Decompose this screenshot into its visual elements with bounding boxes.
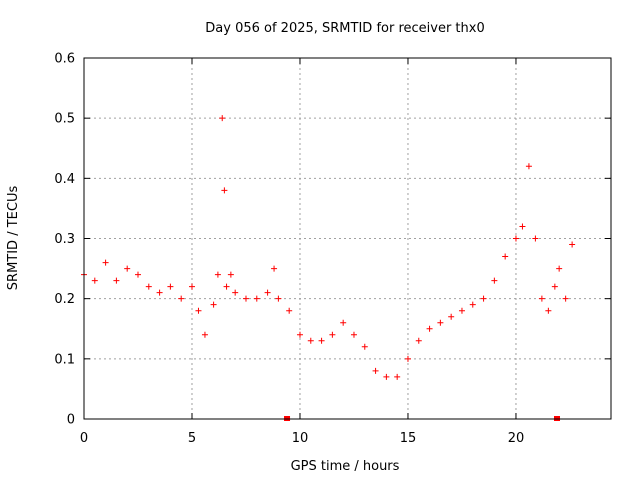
data-point xyxy=(525,163,532,170)
y-tick-label: 0 xyxy=(67,413,75,428)
y-tick-label: 0.4 xyxy=(54,172,75,187)
x-tick-label: 10 xyxy=(292,431,309,446)
data-point xyxy=(242,295,249,302)
data-point xyxy=(569,241,576,248)
data-point xyxy=(502,253,509,260)
data-point xyxy=(532,235,539,242)
data-point xyxy=(480,295,487,302)
data-point xyxy=(426,325,433,332)
chart-title: Day 056 of 2025, SRMTID for receiver thx… xyxy=(205,21,484,36)
data-point xyxy=(350,331,357,338)
data-point xyxy=(372,367,379,374)
data-point xyxy=(253,295,260,302)
data-point xyxy=(178,295,185,302)
data-point xyxy=(214,271,221,278)
data-point xyxy=(448,313,455,320)
y-axis-label: SRMTID / TECUs xyxy=(6,186,21,291)
data-point xyxy=(221,187,228,194)
x-tick-label: 5 xyxy=(188,431,196,446)
data-point xyxy=(512,235,519,242)
data-point xyxy=(271,265,278,272)
data-point xyxy=(383,373,390,380)
data-point xyxy=(469,301,476,308)
data-point xyxy=(91,277,98,284)
data-point xyxy=(156,289,163,296)
data-point xyxy=(551,283,558,290)
y-tick-label: 0.3 xyxy=(54,232,75,247)
y-tick-label: 0.1 xyxy=(54,352,75,367)
data-point xyxy=(519,223,526,230)
x-tick-label: 20 xyxy=(508,431,525,446)
data-point xyxy=(124,265,131,272)
data-point xyxy=(404,355,411,362)
data-point xyxy=(318,337,325,344)
data-points xyxy=(81,115,576,380)
axis-ticks: 0 0.1 0.2 0.3 0.4 0.5 0.6 0 5 10 15 20 xyxy=(54,52,611,446)
data-point xyxy=(307,337,314,344)
data-point xyxy=(167,283,174,290)
y-tick-label: 0.5 xyxy=(54,112,75,127)
data-point xyxy=(458,307,465,314)
x-axis-label: GPS time / hours xyxy=(291,459,400,474)
data-point xyxy=(232,289,239,296)
data-point xyxy=(545,307,552,314)
data-point xyxy=(102,259,109,266)
data-point xyxy=(394,373,401,380)
data-point xyxy=(562,295,569,302)
data-point xyxy=(415,337,422,344)
data-point xyxy=(145,283,152,290)
data-point xyxy=(286,307,293,314)
data-point xyxy=(329,331,336,338)
data-point xyxy=(134,271,141,278)
x-tick-label: 0 xyxy=(80,431,88,446)
data-point xyxy=(264,289,271,296)
data-point xyxy=(361,343,368,350)
data-point xyxy=(113,277,120,284)
data-point xyxy=(219,115,226,122)
data-point xyxy=(296,331,303,338)
data-point xyxy=(188,283,195,290)
y-tick-label: 0.2 xyxy=(54,292,75,307)
data-point xyxy=(201,331,208,338)
data-point xyxy=(227,271,234,278)
data-point xyxy=(437,319,444,326)
x-tick-label: 15 xyxy=(400,431,417,446)
data-point xyxy=(556,265,563,272)
data-point xyxy=(538,295,545,302)
data-point xyxy=(340,319,347,326)
data-point xyxy=(223,283,230,290)
data-point xyxy=(275,295,282,302)
data-point xyxy=(491,277,498,284)
data-point xyxy=(210,301,217,308)
y-tick-label: 0.6 xyxy=(54,52,75,67)
data-point xyxy=(195,307,202,314)
